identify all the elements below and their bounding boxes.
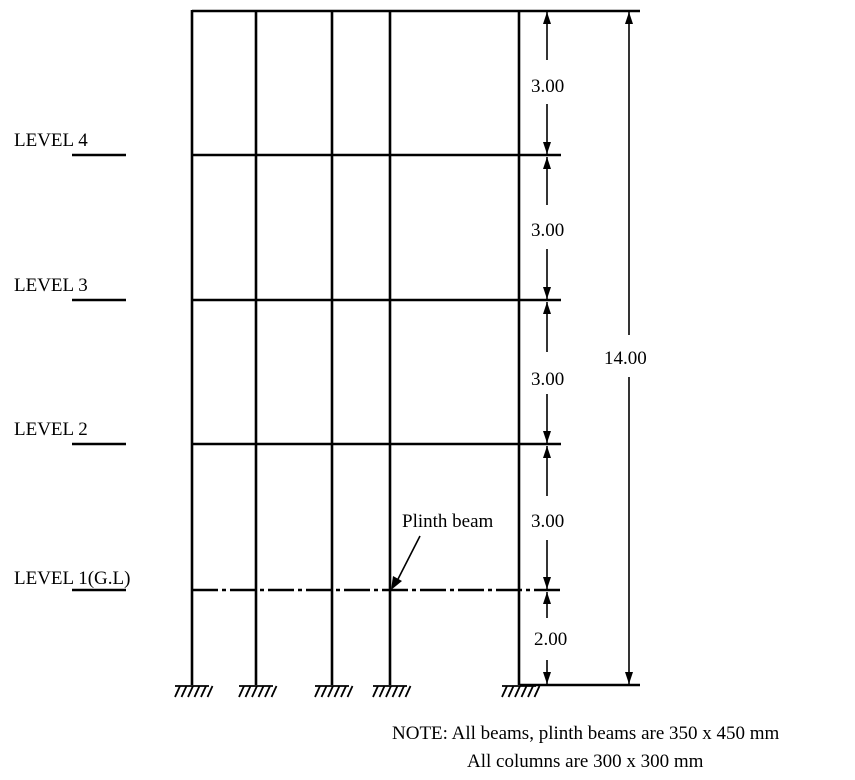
storey-dim-2-arrowhead-top [543, 157, 551, 169]
beams [192, 9, 640, 687]
fixed-support-2 [238, 685, 278, 698]
note: NOTE: All beams, plinth beams are 350 x … [392, 723, 780, 772]
total-dim-arrowhead-top [625, 12, 633, 24]
storey-dim-3-arrowhead-bottom [543, 431, 551, 443]
storey-height-4: 3.00 [531, 511, 564, 532]
storey-dim-2-arrowhead-bottom [543, 287, 551, 299]
level-1-label: LEVEL 1(G.L) [14, 568, 130, 589]
storey-height-2: 3.00 [531, 220, 564, 241]
storey-dim-1-arrowhead-bottom [543, 142, 551, 154]
plinth-beam-arrowhead [391, 576, 402, 590]
storey-dim-1-arrowhead-top [543, 12, 551, 24]
storey-dim-5-arrowhead-top [543, 592, 551, 604]
storey-height-3: 3.00 [531, 369, 564, 390]
storey-dim-3-arrowhead-top [543, 302, 551, 314]
fixed-support-4 [372, 685, 412, 698]
total-height: 14.00 [604, 348, 647, 369]
fixed-support-1 [174, 685, 214, 698]
plinth-beam-callout: Plinth beam [391, 511, 494, 590]
storey-dim-4-arrowhead-bottom [543, 577, 551, 589]
storey-dim-5-arrowhead-bottom [543, 672, 551, 684]
level-4-label: LEVEL 4 [14, 130, 88, 151]
level-2-label: LEVEL 2 [14, 419, 88, 440]
fixed-support-3 [314, 685, 354, 698]
storey-dim-4-arrowhead-top [543, 446, 551, 458]
plinth-beam-leader [395, 535, 421, 584]
note-line-2: All columns are 300 x 300 mm [467, 751, 704, 772]
level-labels: LEVEL 4 LEVEL 3 LEVEL 2 LEVEL 1(G.L) [14, 130, 130, 592]
total-dim-arrowhead-bottom [625, 672, 633, 684]
plinth-beam-label: Plinth beam [402, 511, 494, 532]
note-line-1: NOTE: All beams, plinth beams are 350 x … [392, 723, 780, 744]
storey-height-5: 2.00 [534, 629, 567, 650]
total-dimension: 14.00 [604, 12, 647, 684]
fixed-support-5 [501, 685, 541, 698]
fixed-supports [174, 685, 541, 698]
arrowheads [543, 12, 633, 684]
storey-height-1: 3.00 [531, 76, 564, 97]
storey-dimensions: 3.00 3.00 3.00 3.00 2.00 [531, 12, 567, 684]
columns [190, 10, 521, 685]
level-3-label: LEVEL 3 [14, 275, 88, 296]
